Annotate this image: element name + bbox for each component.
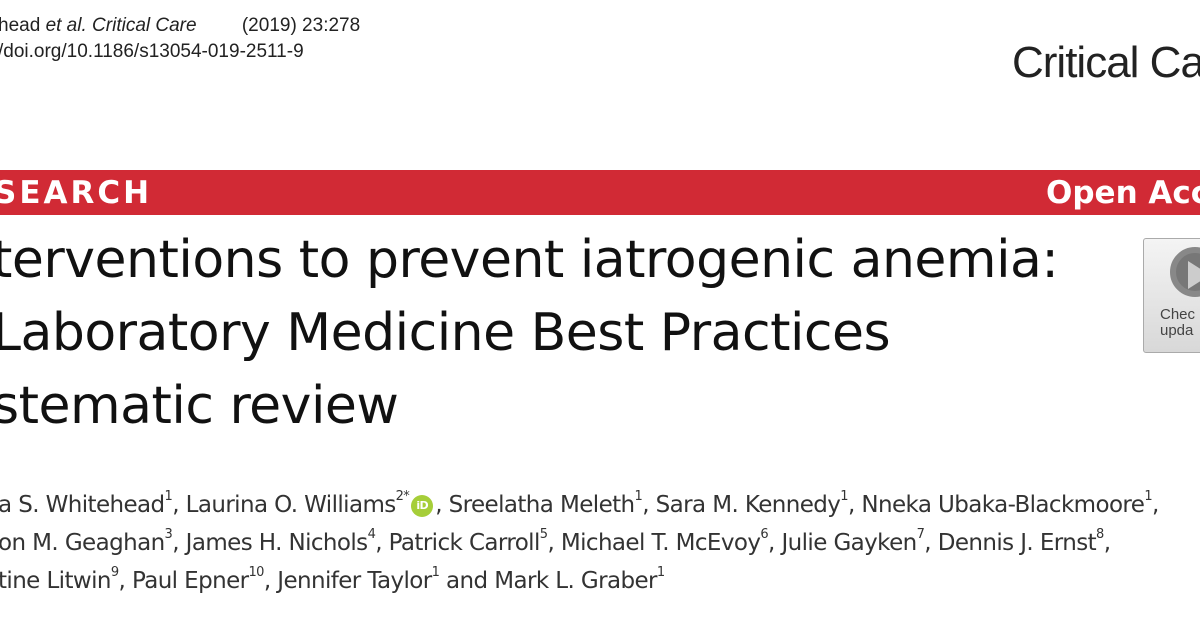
- citation-volume: (2019) 23:278: [241, 15, 361, 36]
- author-name[interactable]: James H. Nichols: [185, 530, 369, 556]
- authors-line-3: tine Litwin9, Paul Epner10, Jennifer Tay…: [0, 565, 665, 594]
- author-name[interactable]: Julie Gayken: [781, 530, 917, 556]
- author-name[interactable]: Sreelatha Meleth: [448, 492, 635, 518]
- article-type-banner: SEARCH Open Acc: [0, 170, 1200, 215]
- affiliation-sup: 9: [110, 565, 119, 580]
- author-separator: ,: [1103, 530, 1111, 556]
- check-updates-label-1: Chec: [1160, 306, 1196, 323]
- author-name[interactable]: Dennis J. Ernst: [937, 530, 1097, 556]
- author-name[interactable]: Laurina O. Williams: [185, 492, 397, 518]
- citation-journal: Critical Care: [92, 15, 197, 36]
- author-name[interactable]: tine Litwin: [0, 568, 111, 594]
- authors-line-2: on M. Geaghan3, James H. Nichols4, Patri…: [0, 527, 1111, 556]
- affiliation-sup: 1: [431, 565, 440, 580]
- journal-logo: Critical Ca: [1012, 38, 1200, 87]
- check-updates-label-2: upda: [1160, 322, 1194, 339]
- author-separator: ,: [924, 530, 938, 556]
- affiliation-sup: 5: [539, 527, 548, 542]
- citation-line: head et al. Critical Care (2019) 23:278: [0, 15, 360, 37]
- title-line-3: stematic review: [0, 376, 399, 436]
- affiliation-sup: 7: [916, 527, 925, 542]
- author-name[interactable]: Nneka Ubaka-Blackmoore: [861, 492, 1145, 518]
- author-separator: ,: [375, 530, 389, 556]
- author-separator: ,: [642, 492, 656, 518]
- open-access-label: Open Acc: [1046, 175, 1200, 211]
- affiliation-sup: 2*: [395, 489, 410, 504]
- orcid-icon[interactable]: iD: [411, 494, 434, 517]
- author-separator: ,: [1152, 492, 1159, 518]
- author-separator: ,: [547, 530, 561, 556]
- author-separator: ,: [435, 492, 449, 518]
- title-line-1: terventions to prevent iatrogenic anemia…: [0, 230, 1059, 290]
- check-for-updates-button[interactable]: Chec upda: [1143, 238, 1200, 353]
- author-name[interactable]: a S. Whitehead: [0, 492, 165, 518]
- author-name[interactable]: Patrick Carroll: [388, 530, 541, 556]
- author-separator: ,: [768, 530, 782, 556]
- doi-link[interactable]: /doi.org/10.1186/s13054-019-2511-9: [0, 41, 304, 62]
- affiliation-sup: 1: [1144, 489, 1152, 504]
- affiliation-sup: 1: [840, 489, 848, 504]
- affiliation-sup: 10: [248, 565, 265, 580]
- author-separator: ,: [847, 492, 862, 518]
- affiliation-sup: 6: [760, 527, 769, 542]
- affiliation-sup: 1: [164, 489, 173, 504]
- affiliation-sup: 1: [656, 565, 665, 580]
- title-line-2: Laboratory Medicine Best Practices: [0, 303, 891, 363]
- affiliation-sup: 1: [634, 489, 643, 504]
- author-separator: ,: [172, 492, 186, 518]
- author-separator: ,: [172, 530, 186, 556]
- affiliation-sup: 3: [164, 527, 173, 542]
- check-updates-icon: [1170, 247, 1200, 297]
- affiliation-sup: 8: [1096, 527, 1104, 542]
- author-name[interactable]: on M. Geaghan: [0, 530, 165, 556]
- author-name[interactable]: Paul Epner: [131, 568, 249, 594]
- author-name[interactable]: Michael T. McEvoy: [560, 530, 761, 556]
- citation-etal: et al.: [45, 15, 87, 36]
- author-separator: ,: [263, 568, 278, 594]
- article-type: SEARCH: [0, 175, 153, 211]
- citation-authors: head: [0, 15, 41, 36]
- author-name[interactable]: Jennifer Taylor: [277, 568, 432, 594]
- author-separator: and: [439, 568, 495, 594]
- author-name[interactable]: Mark L. Graber: [494, 568, 657, 594]
- authors-line-1: a S. Whitehead1, Laurina O. Williams2*iD…: [0, 489, 1159, 518]
- author-separator: ,: [118, 568, 132, 594]
- affiliation-sup: 4: [367, 527, 376, 542]
- author-name[interactable]: Sara M. Kennedy: [655, 492, 841, 518]
